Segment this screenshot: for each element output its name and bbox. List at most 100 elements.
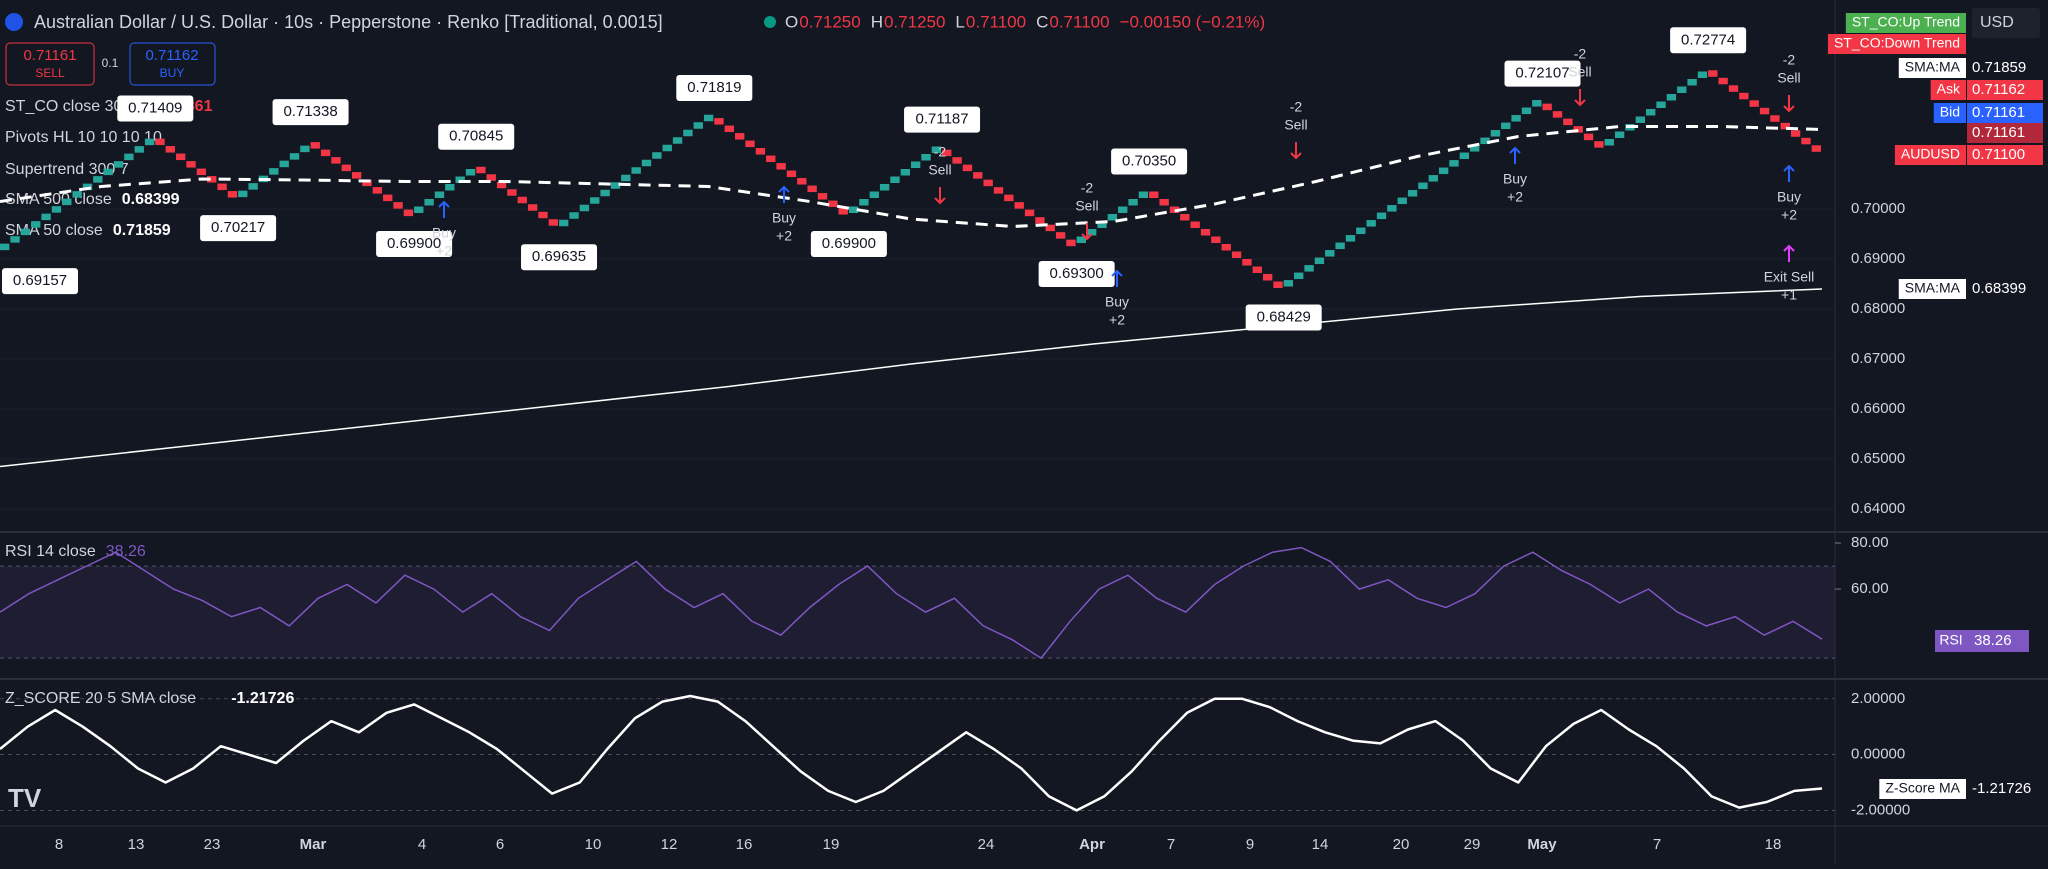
renko-brick <box>1418 182 1428 190</box>
renko-brick <box>1449 160 1459 167</box>
zscore-tag-box <box>1879 779 1966 799</box>
x-tick-label: 18 <box>1765 836 1782 853</box>
renko-brick <box>269 168 279 175</box>
renko-brick <box>124 153 134 161</box>
axis-label-name: Ask <box>1937 81 1961 97</box>
axis-label-value-box <box>1967 103 2043 123</box>
renko-brick <box>341 164 351 172</box>
pivot-label-box <box>1038 261 1115 287</box>
signal-arrow-head <box>1111 269 1123 277</box>
renko-brick <box>1646 109 1656 116</box>
axis-label-value-box <box>1967 145 2043 165</box>
x-tick-label: 10 <box>585 836 602 853</box>
rsi-tag: RSI <box>1939 632 1962 648</box>
renko-brick <box>31 221 41 228</box>
renko-brick <box>1470 145 1480 152</box>
pivot-label-box <box>1111 148 1188 175</box>
renko-brick <box>983 179 993 187</box>
renko-brick <box>1490 130 1501 137</box>
ohlc-key: O <box>785 12 798 31</box>
renko-brick <box>1376 212 1387 220</box>
renko-brick <box>797 178 807 185</box>
sell-label[interactable]: SELL <box>35 66 65 80</box>
logo: TV <box>8 783 42 813</box>
renko-brick <box>962 164 973 172</box>
axis-label-name: AUDUSD <box>1901 146 1960 162</box>
renko-brick <box>579 204 590 212</box>
renko-brick <box>1325 250 1335 257</box>
renko-brick <box>714 118 724 125</box>
renko-brick <box>1118 206 1128 213</box>
renko-brick <box>1221 244 1231 251</box>
renko-brick <box>1521 107 1532 115</box>
buy-button[interactable] <box>129 42 216 86</box>
currency-box[interactable] <box>1972 8 2040 38</box>
renko-brick <box>217 183 227 191</box>
renko-brick <box>1542 103 1552 111</box>
renko-brick <box>952 157 962 164</box>
axis-label-name-box <box>1894 145 1966 165</box>
y-tick-label: 60.00 <box>1851 580 1889 597</box>
renko-brick <box>186 161 196 168</box>
y-tick-label: 0.69000 <box>1851 250 1905 267</box>
renko-brick <box>1128 199 1138 206</box>
rsi-value: 38.26 <box>106 543 146 560</box>
renko-brick <box>1739 92 1749 100</box>
zscore-tag: Z-Score MA <box>1885 780 1960 796</box>
renko-brick <box>1677 86 1687 93</box>
pivot-label-box <box>376 231 453 257</box>
axis-label-name-box <box>1898 279 1966 299</box>
axis-label-value-box <box>1967 123 2043 143</box>
axis-label-name: ST_CO:Down Trend <box>1834 35 1960 51</box>
x-tick-label: 13 <box>128 836 145 853</box>
renko-brick <box>248 183 258 190</box>
renko-brick <box>0 243 10 251</box>
renko-brick <box>196 168 207 176</box>
pivot-label-box <box>438 123 515 150</box>
signal-bottom: Sell <box>1284 117 1307 133</box>
x-tick-label: 16 <box>736 836 753 853</box>
renko-brick <box>590 197 600 204</box>
renko-brick <box>1190 221 1200 228</box>
market-status <box>764 16 776 28</box>
x-tick-label: Mar <box>300 836 327 853</box>
y-tick-label: 0.68000 <box>1851 300 1905 317</box>
renko-brick <box>776 163 786 170</box>
buy-label[interactable]: BUY <box>160 66 185 80</box>
axis-label-value: 0.68399 <box>1972 280 2026 297</box>
sell-button[interactable] <box>5 42 95 86</box>
axis-label-name-box <box>1930 80 1966 100</box>
signal-top: Buy <box>1503 171 1527 187</box>
axis-label-name: Bid <box>1940 104 1960 120</box>
y-tick-label: 0.65000 <box>1851 450 1905 467</box>
renko-brick <box>838 208 848 215</box>
x-tick-label: Apr <box>1079 836 1105 853</box>
axis-label-value: 0.71161 <box>1972 104 2025 121</box>
pivot-label-box <box>1245 304 1322 331</box>
renko-brick <box>1438 167 1449 175</box>
axis-label-name-box <box>1827 34 1966 54</box>
renko-brick <box>1687 79 1697 86</box>
renko-brick <box>1594 141 1604 148</box>
renko-brick <box>1076 236 1086 243</box>
y-tick-label: 0.67000 <box>1851 350 1905 367</box>
renko-brick <box>1656 101 1666 108</box>
ohlc-value: 0.71100 <box>966 12 1026 31</box>
pivot-label: 0.72107 <box>1515 65 1569 82</box>
pivot-label: 0.69900 <box>387 235 441 252</box>
x-tick-label: 24 <box>978 836 995 853</box>
renko-brick <box>921 154 931 161</box>
renko-brick <box>1107 214 1118 221</box>
pivot-label: 0.69635 <box>532 248 586 265</box>
currency[interactable]: USD <box>1980 14 2014 31</box>
renko-brick <box>900 169 910 176</box>
x-tick-label: 9 <box>1246 836 1254 853</box>
renko-brick <box>735 133 745 140</box>
sell-price[interactable]: 0.71161 <box>23 47 76 64</box>
renko-brick <box>786 170 797 178</box>
symbol-flag <box>5 13 23 31</box>
buy-price[interactable]: 0.71162 <box>145 47 198 64</box>
renko-brick <box>1252 266 1262 273</box>
renko-brick <box>1231 251 1242 258</box>
axis-label-name: ST_CO:Up Trend <box>1852 14 1960 30</box>
